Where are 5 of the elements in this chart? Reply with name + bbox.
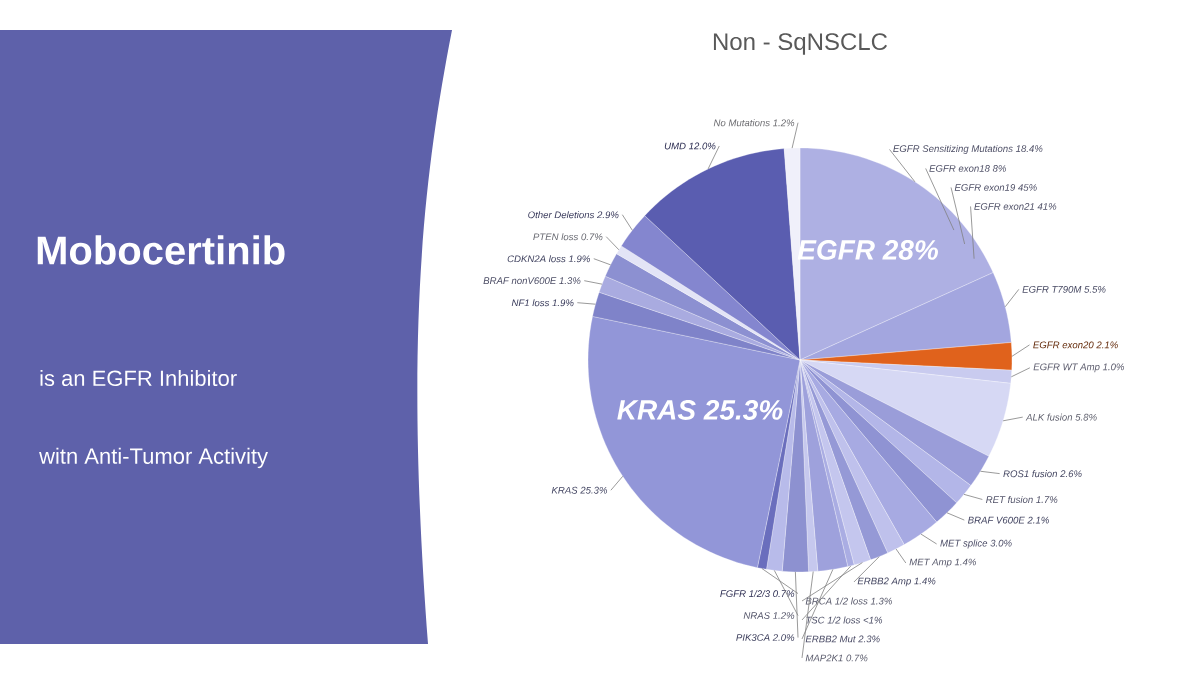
chart-title: Non - SqNSCLC: [713, 33, 888, 55]
text: witn Anti-Tumor Activity: [39, 447, 268, 469]
text: Mobocertinib: [37, 235, 285, 265]
text: KRAS 25.3%: [617, 400, 783, 420]
text: is an EGFR Inhibitor: [40, 369, 237, 387]
